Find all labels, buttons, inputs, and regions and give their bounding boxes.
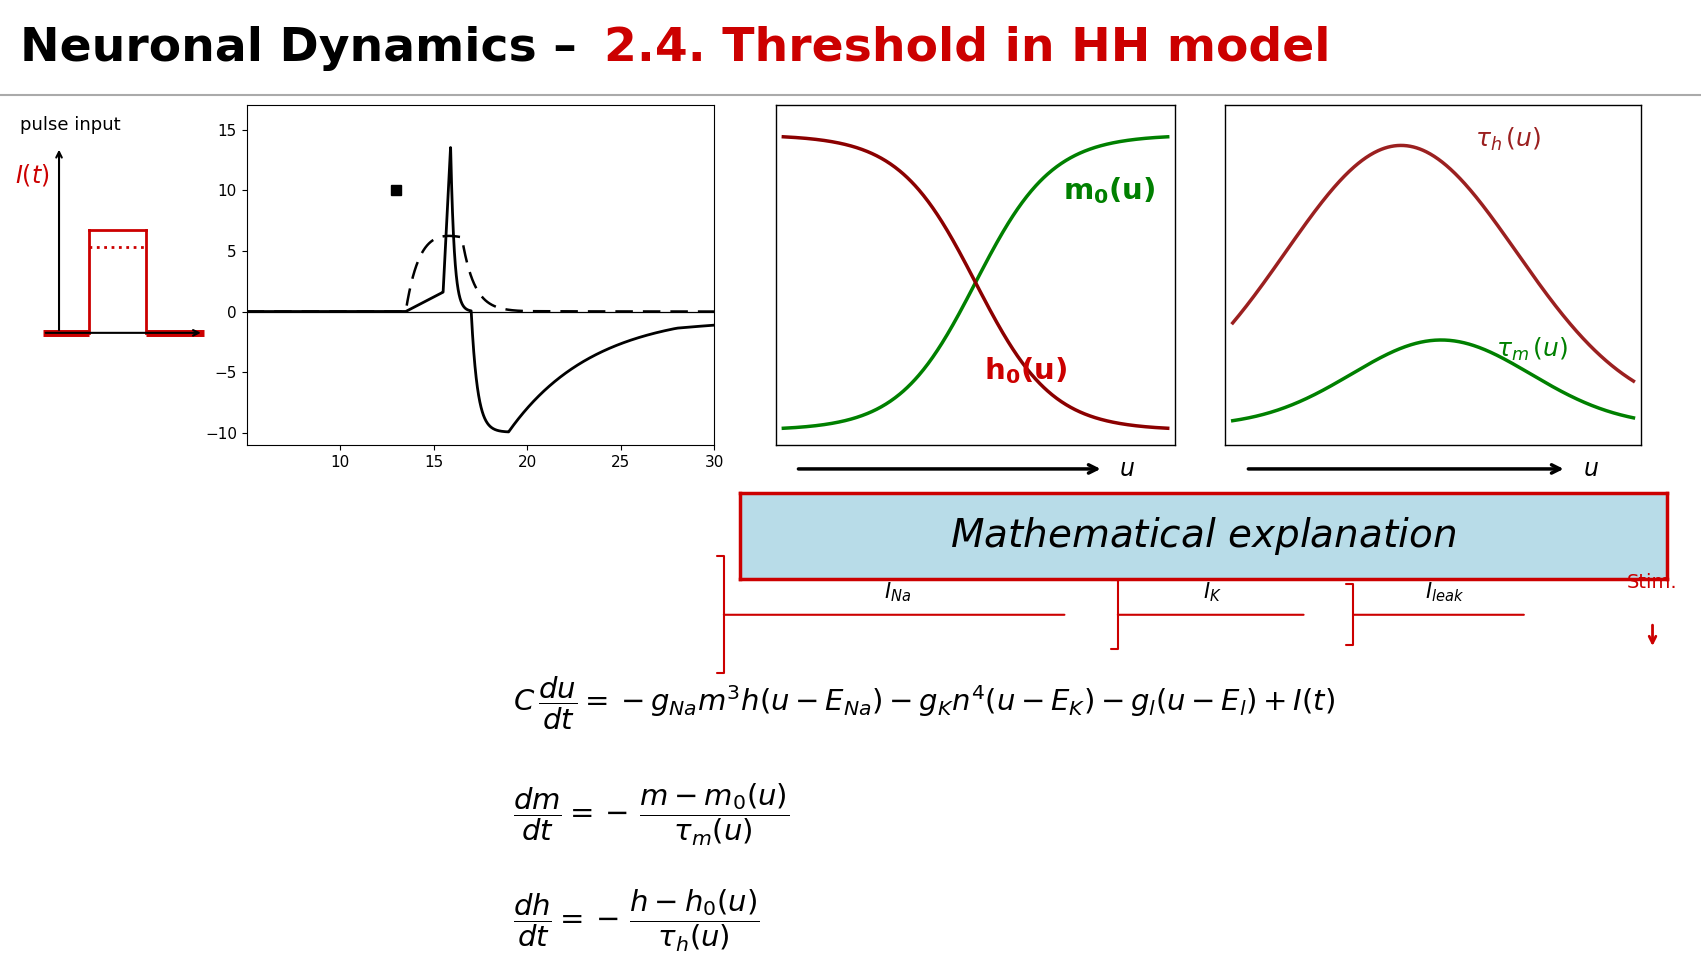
Text: 2.4. Threshold in HH model: 2.4. Threshold in HH model [604, 26, 1330, 71]
Text: Stim.: Stim. [1628, 573, 1677, 592]
Text: $I_{K}$: $I_{K}$ [1203, 581, 1221, 605]
Text: $u$: $u$ [1119, 456, 1135, 481]
Text: Neuronal Dynamics –: Neuronal Dynamics – [20, 26, 594, 71]
Text: $\dfrac{dh}{dt} = -\,\dfrac{h - h_0(u)}{\tau_h(u)}$: $\dfrac{dh}{dt} = -\,\dfrac{h - h_0(u)}{… [514, 887, 760, 954]
Text: $\tau_m\,(u)$: $\tau_m\,(u)$ [1495, 336, 1568, 364]
Text: $\tau_h\,(u)$: $\tau_h\,(u)$ [1475, 125, 1541, 153]
Text: $\mathit{Mathematical\ explanation}$: $\mathit{Mathematical\ explanation}$ [951, 515, 1456, 557]
Text: $\mathit{I(t)}$: $\mathit{I(t)}$ [15, 162, 49, 188]
Text: $\mathbf{h_0(u)}$: $\mathbf{h_0(u)}$ [983, 355, 1067, 386]
Text: $I_{leak}$: $I_{leak}$ [1425, 581, 1465, 605]
Text: $\dfrac{dm}{dt} = -\,\dfrac{m - m_0(u)}{\tau_m(u)}$: $\dfrac{dm}{dt} = -\,\dfrac{m - m_0(u)}{… [514, 781, 789, 848]
Text: $I_{Na}$: $I_{Na}$ [885, 581, 910, 605]
Text: $\mathbf{m_0(u)}$: $\mathbf{m_0(u)}$ [1063, 175, 1157, 206]
Text: $u$: $u$ [1584, 456, 1599, 481]
Text: pulse input: pulse input [20, 117, 121, 134]
Text: $C\,\dfrac{du}{dt} = -g_{Na}m^3 h(u-E_{Na}) - g_K n^4(u-E_K) - g_l(u-E_l) + I(t): $C\,\dfrac{du}{dt} = -g_{Na}m^3 h(u-E_{N… [514, 676, 1335, 732]
